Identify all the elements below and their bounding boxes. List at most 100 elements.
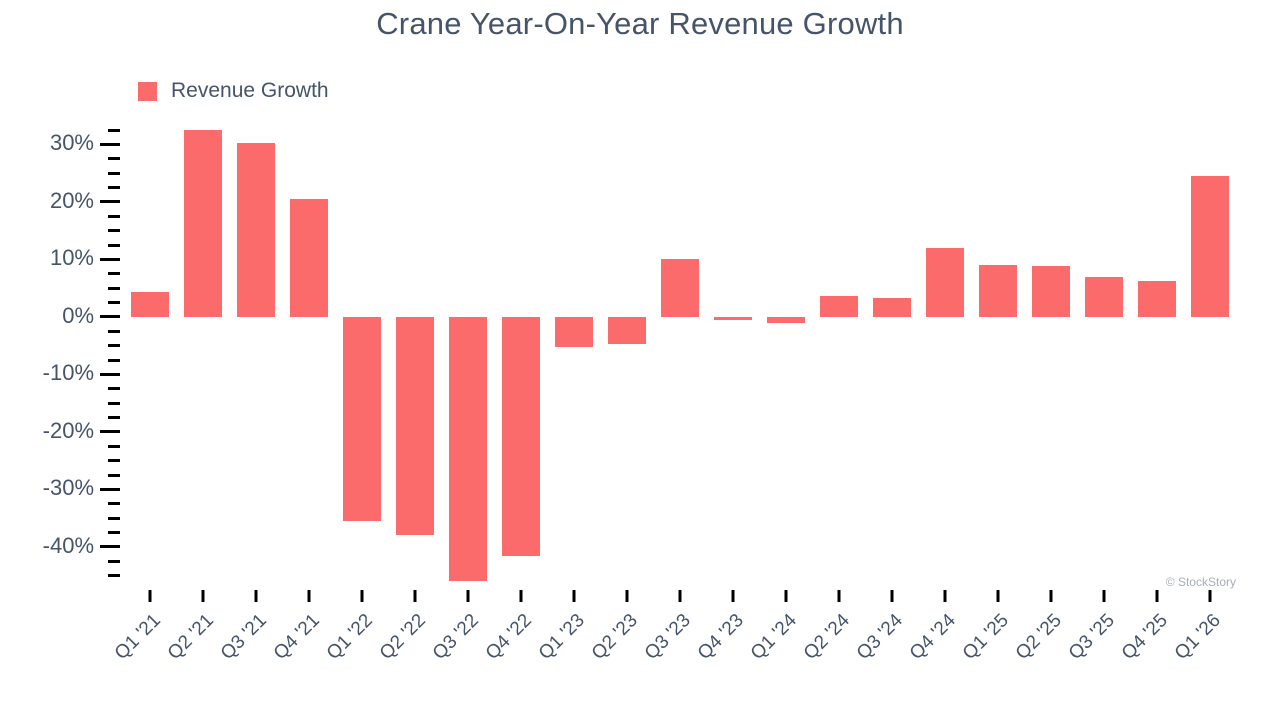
bar[interactable] [819, 295, 858, 317]
bar-slot [971, 130, 1024, 590]
bar-slot [654, 130, 707, 590]
bar[interactable] [978, 265, 1017, 317]
tick-mark [108, 128, 120, 132]
tick-mark [519, 590, 523, 602]
bars-layer [124, 130, 1236, 590]
tick-mark [1049, 590, 1053, 602]
tick-mark [254, 590, 258, 602]
bar[interactable] [713, 316, 752, 320]
bar[interactable] [1031, 266, 1070, 317]
chart-title: Crane Year-On-Year Revenue Growth [376, 6, 904, 41]
tick-mark [108, 243, 120, 247]
y-axis-tick-label: -10% [42, 360, 94, 386]
tick-mark [100, 487, 120, 491]
x-axis-tick-label: Q2 '21 [164, 610, 219, 665]
bar-slot [177, 130, 230, 590]
tick-mark [108, 358, 120, 362]
x-axis-tick-label: Q1 '22 [323, 610, 378, 665]
bar[interactable] [1137, 280, 1176, 317]
bar[interactable] [290, 199, 329, 317]
x-axis: Q1 '21 Q2 '21 Q3 '21 Q4 '21 Q1 '22 Q2 '22 Q3 '… [111, 590, 1236, 720]
bar[interactable] [396, 316, 435, 536]
y-axis-tick-label: 10% [49, 245, 94, 271]
x-axis-tick-label: Q1 '21 [111, 610, 166, 665]
tick-mark [108, 574, 120, 578]
tick-mark [307, 590, 311, 602]
bar-slot [706, 130, 759, 590]
bar-slot [336, 130, 389, 590]
tick-mark [996, 590, 1000, 602]
tick-mark [678, 590, 682, 602]
bar-slot [812, 130, 865, 590]
bar-slot [759, 130, 812, 590]
tick-mark [108, 516, 120, 520]
x-axis-tick-label: Q3 '22 [429, 610, 484, 665]
tick-mark [108, 387, 120, 391]
bar[interactable] [184, 130, 223, 317]
stockstory-watermark: © StockStory [1165, 575, 1236, 589]
bar[interactable] [925, 247, 964, 317]
bar-slot [495, 130, 548, 590]
x-axis-tick-label: Q3 '24 [852, 610, 907, 665]
bar[interactable] [608, 316, 647, 344]
tick-mark [108, 531, 120, 534]
bar-slot [124, 130, 177, 590]
bar[interactable] [660, 259, 699, 317]
tick-mark [1208, 590, 1212, 602]
tick-mark [201, 590, 205, 602]
x-axis-tick-label: Q2 '25 [1011, 610, 1066, 665]
bar-slot [865, 130, 918, 590]
bar[interactable] [131, 292, 170, 317]
bar-slot [230, 130, 283, 590]
x-axis-tick-label: Q1 '23 [534, 610, 589, 665]
bar[interactable] [237, 143, 276, 317]
x-axis-tick-label: Q3 '21 [217, 610, 272, 665]
legend-label-revenue-growth: Revenue Growth [171, 79, 329, 102]
tick-mark [108, 272, 120, 276]
bar[interactable] [1190, 176, 1229, 317]
y-axis-tick-label: 30% [49, 130, 94, 156]
tick-mark [108, 502, 120, 506]
chart-legend: Revenue Growth [138, 79, 329, 103]
bar[interactable] [449, 316, 488, 582]
tick-mark [572, 590, 576, 602]
tick-mark [413, 590, 417, 602]
x-axis-tick-label: Q1 '25 [958, 610, 1013, 665]
tick-mark [108, 186, 120, 189]
tick-mark [108, 286, 120, 290]
tick-mark [466, 590, 470, 602]
tick-mark [100, 545, 120, 549]
bar[interactable] [766, 316, 805, 323]
bar[interactable] [1084, 276, 1123, 317]
bar[interactable] [872, 298, 911, 317]
bar-slot [1024, 130, 1077, 590]
y-axis-tick-label: 20% [49, 187, 94, 213]
tick-mark [1102, 590, 1106, 602]
bar-slot [548, 130, 601, 590]
tick-mark [108, 301, 120, 304]
bar-slot [918, 130, 971, 590]
bar-slot [389, 130, 442, 590]
bar[interactable] [502, 316, 541, 556]
y-axis-tick-label: -40% [42, 532, 94, 558]
x-axis-tick-label: Q4 '24 [905, 610, 960, 665]
tick-mark [148, 590, 152, 602]
tick-mark [108, 229, 120, 233]
x-axis-tick-label: Q4 '25 [1117, 610, 1172, 665]
y-axis-tick-label: -30% [42, 475, 94, 501]
bar-slot [601, 130, 654, 590]
tick-mark [625, 590, 629, 602]
x-axis-tick-label: Q3 '25 [1064, 610, 1119, 665]
tick-mark [837, 590, 841, 602]
bar[interactable] [555, 316, 594, 348]
bar-slot [283, 130, 336, 590]
tick-mark [108, 214, 120, 218]
x-axis-tick-label: Q2 '22 [376, 610, 431, 665]
bar[interactable] [343, 316, 382, 521]
x-axis-tick-label: Q2 '24 [799, 610, 854, 665]
y-axis-tick-label: 0% [62, 302, 94, 328]
legend-swatch-revenue-growth [138, 81, 157, 101]
tick-mark [108, 401, 120, 405]
tick-mark [100, 257, 120, 261]
